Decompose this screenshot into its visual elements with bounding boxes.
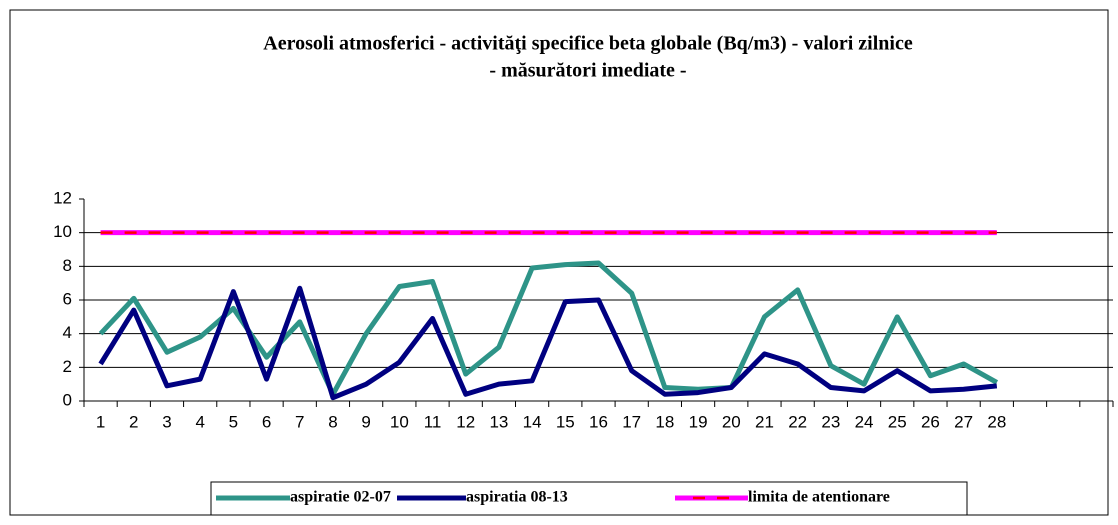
y-tick-label: 8 [63,256,72,275]
x-tick-label: 17 [622,412,641,431]
x-tick-label: 23 [821,412,840,431]
x-tick-label: 5 [229,412,238,431]
x-tick-label: 26 [921,412,940,431]
x-tick-label: 3 [162,412,171,431]
chart-subtitle: - măsurători imediate - [489,60,686,82]
x-tick-label: 16 [589,412,608,431]
x-tick-label: 9 [361,412,370,431]
y-tick-label: 12 [53,188,72,207]
x-tick-label: 14 [523,412,542,431]
x-tick-label: 27 [954,412,973,431]
x-tick-label: 11 [424,412,442,431]
x-tick-label: 4 [195,412,204,431]
x-tick-label: 25 [888,412,907,431]
x-tick-label: 13 [489,412,508,431]
x-tick-label: 22 [788,412,807,431]
chart-frame [9,9,1109,516]
x-tick-label: 15 [556,412,575,431]
legend-label: limita de atentionare [748,489,890,506]
y-tick-label: 0 [63,390,72,409]
x-tick-label: 20 [722,412,741,431]
x-tick-label: 8 [328,412,337,431]
y-tick-label: 2 [63,357,72,376]
legend-label: aspiratia 08-13 [466,489,568,506]
x-tick-label: 7 [295,412,304,431]
x-tick-label: 24 [855,412,874,431]
x-tick-label: 6 [262,412,271,431]
x-tick-label: 21 [755,412,774,431]
x-tick-label: 28 [987,412,1006,431]
x-tick-label: 18 [655,412,674,431]
legend-box [210,481,968,516]
y-tick-label: 10 [53,222,72,241]
x-tick-label: 10 [390,412,409,431]
series-line [98,285,998,401]
y-tick-label: 6 [63,289,72,308]
x-tick-label: 19 [689,412,708,431]
x-tick-label: 1 [96,412,105,431]
x-tick-label: 2 [129,412,138,431]
chart-title: Aerosoli atmosferici - activităţi specif… [263,33,913,55]
y-tick-label: 4 [63,323,72,342]
legend-label: aspiratie 02-07 [290,489,391,506]
x-tick-label: 12 [456,412,475,431]
